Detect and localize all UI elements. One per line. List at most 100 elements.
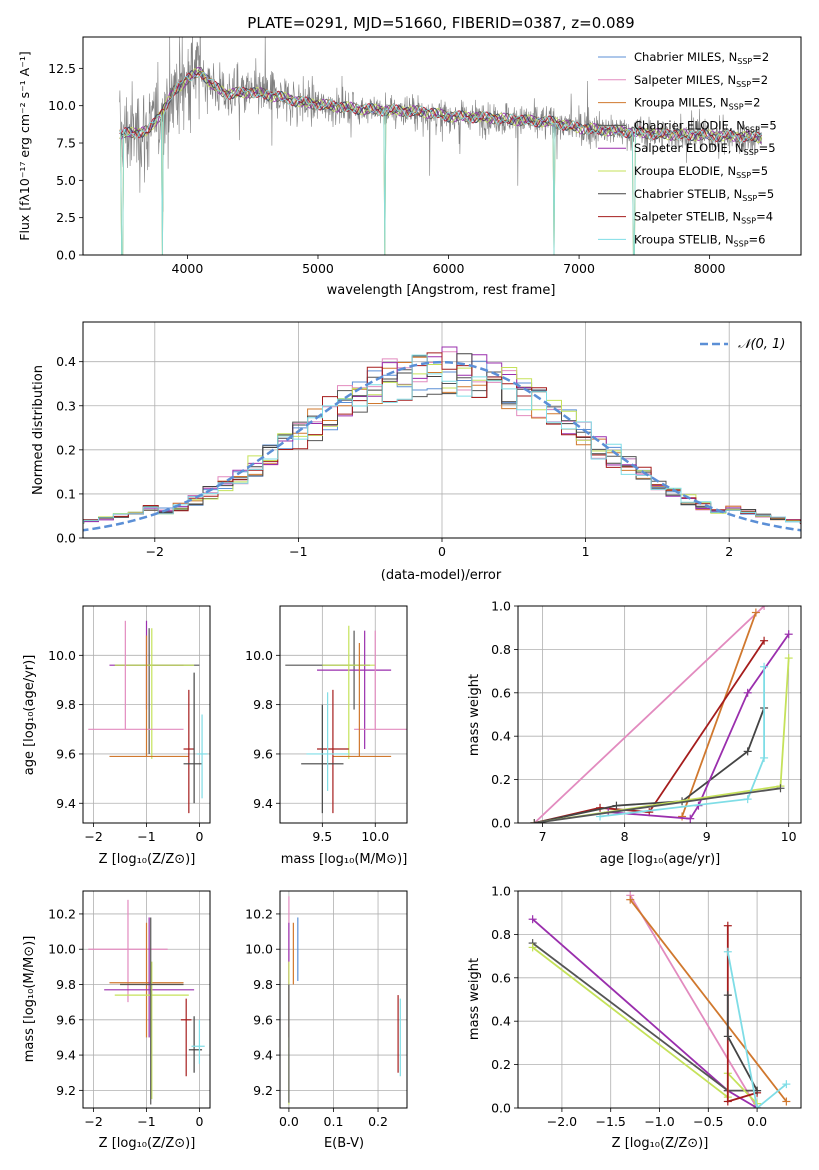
y-tick-label: 9.8: [253, 977, 273, 992]
legend-sub: SSP: [745, 125, 760, 134]
plot-area: [530, 606, 793, 823]
weight-line-kroupa_miles: [629, 899, 788, 1103]
legend-n: N: [720, 96, 729, 110]
mass-vs-extinction-panel: E(B-V) 0.0 0.1 0.2 9.2 9.4 9.6 9.8 10.0 10.2: [245, 890, 408, 1151]
p2-xlabel: Z [log₁₀(Z/Z⊙)]: [99, 852, 196, 867]
y-tick-label: 10.0: [245, 942, 273, 957]
legend-sub: SSP: [736, 171, 751, 180]
legend-value: =2: [751, 73, 768, 87]
y-tick-label: 9.6: [56, 746, 76, 761]
legend-n: N: [732, 210, 741, 224]
y-tick-label: 7.5: [56, 136, 76, 151]
weight-line-kroupa_elodie: [534, 658, 790, 823]
y-tick-label: 10.2: [48, 906, 76, 921]
y-tick-label: 0.1: [56, 486, 76, 501]
y-tick-label: 9.6: [253, 746, 273, 761]
x-tick-label: 5000: [302, 261, 334, 276]
legend-value: =5: [760, 118, 777, 132]
y-tick-label: 1.0: [491, 599, 511, 614]
plot-area: [119, 37, 763, 255]
spectrum-ylabel: Flux [fλ10⁻¹⁷ erg cm⁻² s⁻¹ A⁻¹]: [17, 51, 32, 240]
x-tick-label: 10.0: [361, 829, 389, 844]
x-tick-label: 9.5: [312, 829, 332, 844]
y-tick-label: 0.3: [56, 398, 76, 413]
hist-xlabel: (data-model)/error: [381, 568, 502, 583]
y-tick-label: 9.4: [253, 796, 273, 811]
spectrum-panel: PLATE=0291, MJD=51660, FIBERID=0387, z=0…: [17, 14, 802, 298]
y-tick-label: 0.0: [56, 531, 76, 546]
x-tick-label: 10: [781, 829, 797, 844]
weight-line-chabrier_elodie: [534, 787, 781, 823]
legend-sub: SSP: [736, 80, 751, 89]
x-tick-label: 9: [703, 829, 711, 844]
legend-n: N: [727, 164, 736, 178]
model-line-kroupa_elodie: [119, 68, 763, 255]
legend-value: =4: [756, 210, 773, 224]
x-tick-label: 0.0: [747, 1114, 767, 1129]
p4-ylabel: mass weight: [467, 674, 482, 756]
residual-histogram-panel: (data-model)/error Normed distribution −…: [31, 321, 802, 583]
p4-xlabel: age [log₁₀(age/yr)]: [600, 852, 721, 867]
weight-line-kroupa_miles: [681, 612, 757, 817]
weight-line-salpeter_miles: [629, 894, 758, 1108]
legend-n: N: [727, 73, 736, 87]
plot-frame: [82, 36, 802, 256]
metallicity-mass-weight-panel: Z [log₁₀(Z/Z⊙)] mass weight −2.0 −1.5 −1.0…: [467, 884, 802, 1151]
x-tick-label: 1: [582, 544, 590, 559]
x-tick-label: −0.5: [693, 1114, 723, 1129]
y-tick-label: 10.0: [245, 648, 273, 663]
x-tick-label: 0: [438, 544, 446, 559]
legend-value: =5: [751, 164, 768, 178]
y-tick-label: 10.0: [48, 98, 76, 113]
y-tick-label: 9.6: [253, 1012, 273, 1027]
legend-entry: Kroupa STELIB, NSSP=6: [634, 232, 765, 248]
legend-entry: Salpeter STELIB, NSSP=4: [634, 210, 773, 226]
plot-frame: [279, 605, 408, 824]
y-tick-label: 1.0: [491, 884, 511, 899]
plot-frame: [517, 605, 802, 824]
plot-area: [83, 346, 801, 532]
age-mass-weight-panel: age [log₁₀(age/yr)] mass weight 7 8 9 10 0.0…: [467, 599, 802, 867]
plot-frame: [279, 890, 408, 1109]
y-tick-label: 0.8: [491, 642, 511, 657]
y-tick-label: 2.5: [56, 210, 76, 225]
x-tick-label: −2: [146, 544, 164, 559]
legend-n: N: [734, 187, 743, 201]
y-tick-label: 12.5: [48, 61, 76, 76]
legend-sub: SSP: [741, 217, 756, 226]
plot-frame: [517, 890, 802, 1109]
spectrum-title: PLATE=0291, MJD=51660, FIBERID=0387, z=0…: [247, 14, 634, 32]
legend-value: =2: [752, 50, 769, 64]
y-tick-label: 0.0: [56, 248, 76, 263]
y-tick-label: 9.2: [56, 1083, 76, 1098]
legend-value: =2: [744, 96, 761, 110]
legend-n: N: [736, 118, 745, 132]
x-tick-label: −2: [84, 829, 102, 844]
y-tick-label: 9.4: [56, 796, 76, 811]
plot-frame: [82, 321, 802, 539]
legend-entry: Kroupa ELODIE, NSSP=5: [634, 164, 768, 180]
y-tick-label: 0.8: [491, 927, 511, 942]
legend-value: =6: [749, 232, 766, 246]
y-tick-label: 9.8: [56, 977, 76, 992]
hist-ylabel: Normed distribution: [31, 365, 46, 495]
plot-frame: [82, 890, 211, 1109]
y-tick-label: 0.0: [491, 1101, 511, 1116]
x-tick-label: −1.5: [596, 1114, 626, 1129]
model-line-kroupa_stelib: [119, 72, 763, 255]
y-tick-label: 0.2: [56, 442, 76, 457]
y-tick-label: 9.2: [253, 1083, 273, 1098]
age-vs-mass-panel: mass [log₁₀(M/M⊙)] 9.5 10.0 9.4 9.6 9.8 10.0: [245, 605, 408, 867]
y-tick-label: 0.4: [56, 354, 76, 369]
p2-ylabel: age [log₁₀(age/yr)]: [22, 655, 37, 776]
p3-xlabel: mass [log₁₀(M/M⊙)]: [281, 852, 408, 867]
y-tick-label: 0.4: [491, 729, 511, 744]
y-tick-label: 0.0: [491, 816, 511, 831]
legend-sub: SSP: [742, 194, 757, 203]
legend-entry: Chabrier MILES, NSSP=2: [634, 50, 769, 66]
p7-ylabel: mass weight: [467, 958, 482, 1040]
x-tick-label: 7000: [563, 261, 595, 276]
y-tick-label: 9.4: [56, 1048, 76, 1063]
plot-area: [88, 899, 205, 1105]
